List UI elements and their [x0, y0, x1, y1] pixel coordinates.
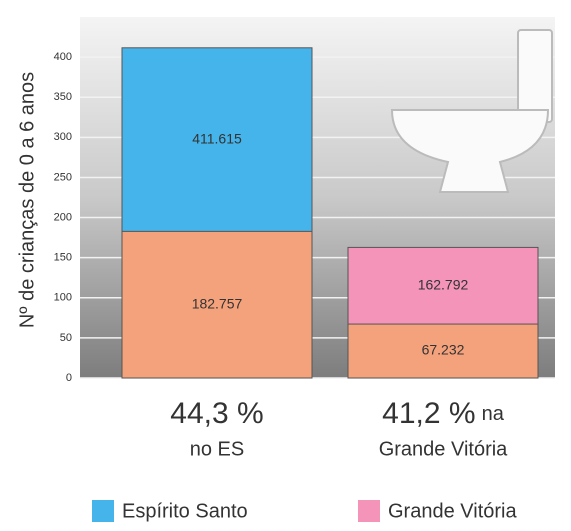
subset-label: 67.232 [422, 342, 465, 358]
y-tick-label: 250 [54, 171, 72, 183]
percent: 41,2 % [382, 397, 475, 430]
y-tick-label: 200 [54, 211, 72, 223]
percent-suffix: na [482, 403, 505, 425]
y-tick-label: 350 [54, 91, 72, 103]
total-label: 162.792 [418, 276, 469, 292]
chart: 411.615 182.757 162.792 67.232 Nº de crianç… [0, 0, 571, 526]
subset-label: 182.757 [192, 295, 243, 311]
percent-label: 41,2 % na [382, 397, 505, 430]
y-tick-label: 300 [54, 131, 72, 143]
y-tick-label: 400 [54, 51, 72, 63]
legend-swatch [358, 500, 380, 522]
y-axis-label: Nº de crianças de 0 a 6 anos [16, 72, 38, 328]
bar-caption: no ES [190, 438, 244, 460]
percent-label: 44,3 % [170, 397, 263, 430]
percent: 44,3 % [170, 397, 263, 430]
legend-label: Espírito Santo [122, 500, 248, 522]
y-tick-label: 50 [60, 332, 72, 344]
legend-label: Grande Vitória [388, 500, 517, 522]
total-label: 411.615 [192, 130, 242, 146]
legend-swatch [92, 500, 114, 522]
y-tick-label: 0 [66, 372, 72, 384]
bar-caption: Grande Vitória [379, 438, 508, 460]
y-tick-label: 150 [54, 252, 72, 264]
y-tick-label: 100 [54, 292, 72, 304]
